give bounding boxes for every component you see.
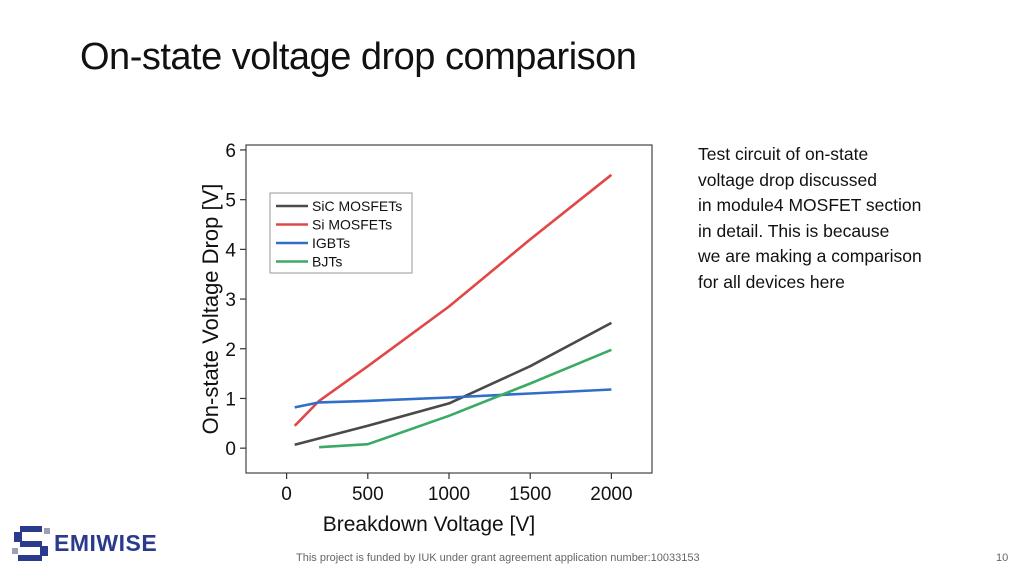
x-tick-label: 1000 — [428, 484, 470, 505]
y-tick-label: 3 — [225, 290, 236, 311]
legend-label: IGBTs — [312, 235, 350, 251]
y-tick-label: 6 — [225, 141, 236, 162]
semiwise-logo: EMIWISE — [12, 524, 162, 568]
page-number: 10 — [996, 552, 1009, 564]
series-line — [294, 321, 613, 446]
x-tick-label: 2000 — [590, 484, 632, 505]
side-text-line: we are making a comparison — [698, 246, 922, 266]
legend-label: SiC MOSFETs — [312, 198, 402, 214]
x-tick-label: 0 — [281, 484, 292, 505]
series-line — [293, 173, 613, 427]
x-tick-label: 1500 — [509, 484, 551, 505]
side-text-line: voltage drop discussed — [698, 169, 877, 190]
slide-title: On-state voltage drop comparison — [80, 36, 637, 78]
y-tick-label: 4 — [225, 240, 236, 261]
logo-s-mark-icon — [12, 526, 50, 561]
voltage-drop-chart: 0 500 1000 1500 2000 0 1 2 3 4 5 6 Breakdown Voltage… — [198, 141, 653, 536]
side-text-line: Test circuit of on-state — [698, 144, 869, 164]
legend-label: BJTs — [312, 254, 342, 270]
side-text-line: in module4 MOSFET section — [698, 195, 922, 215]
x-tick-label: 500 — [352, 484, 384, 505]
series-line — [294, 388, 612, 409]
funding-footer: This project is funded by IUK under gran… — [296, 552, 700, 564]
side-text: Test circuit of on-state voltage drop di… — [698, 142, 968, 295]
legend-label: Si MOSFETs — [312, 217, 392, 233]
y-tick-label: 5 — [225, 191, 236, 212]
x-axis-label: Breakdown Voltage [V] — [323, 513, 535, 536]
side-text-line: for all devices here — [698, 271, 845, 292]
y-tick-label: 0 — [225, 439, 236, 460]
y-tick-label: 2 — [225, 340, 236, 361]
logo-text: EMIWISE — [54, 530, 158, 556]
side-text-line: in detail. This is because — [698, 220, 890, 241]
series-line — [319, 348, 612, 449]
y-axis-label: On-state Voltage Drop [V] — [198, 184, 223, 435]
y-tick-label: 1 — [225, 389, 236, 410]
